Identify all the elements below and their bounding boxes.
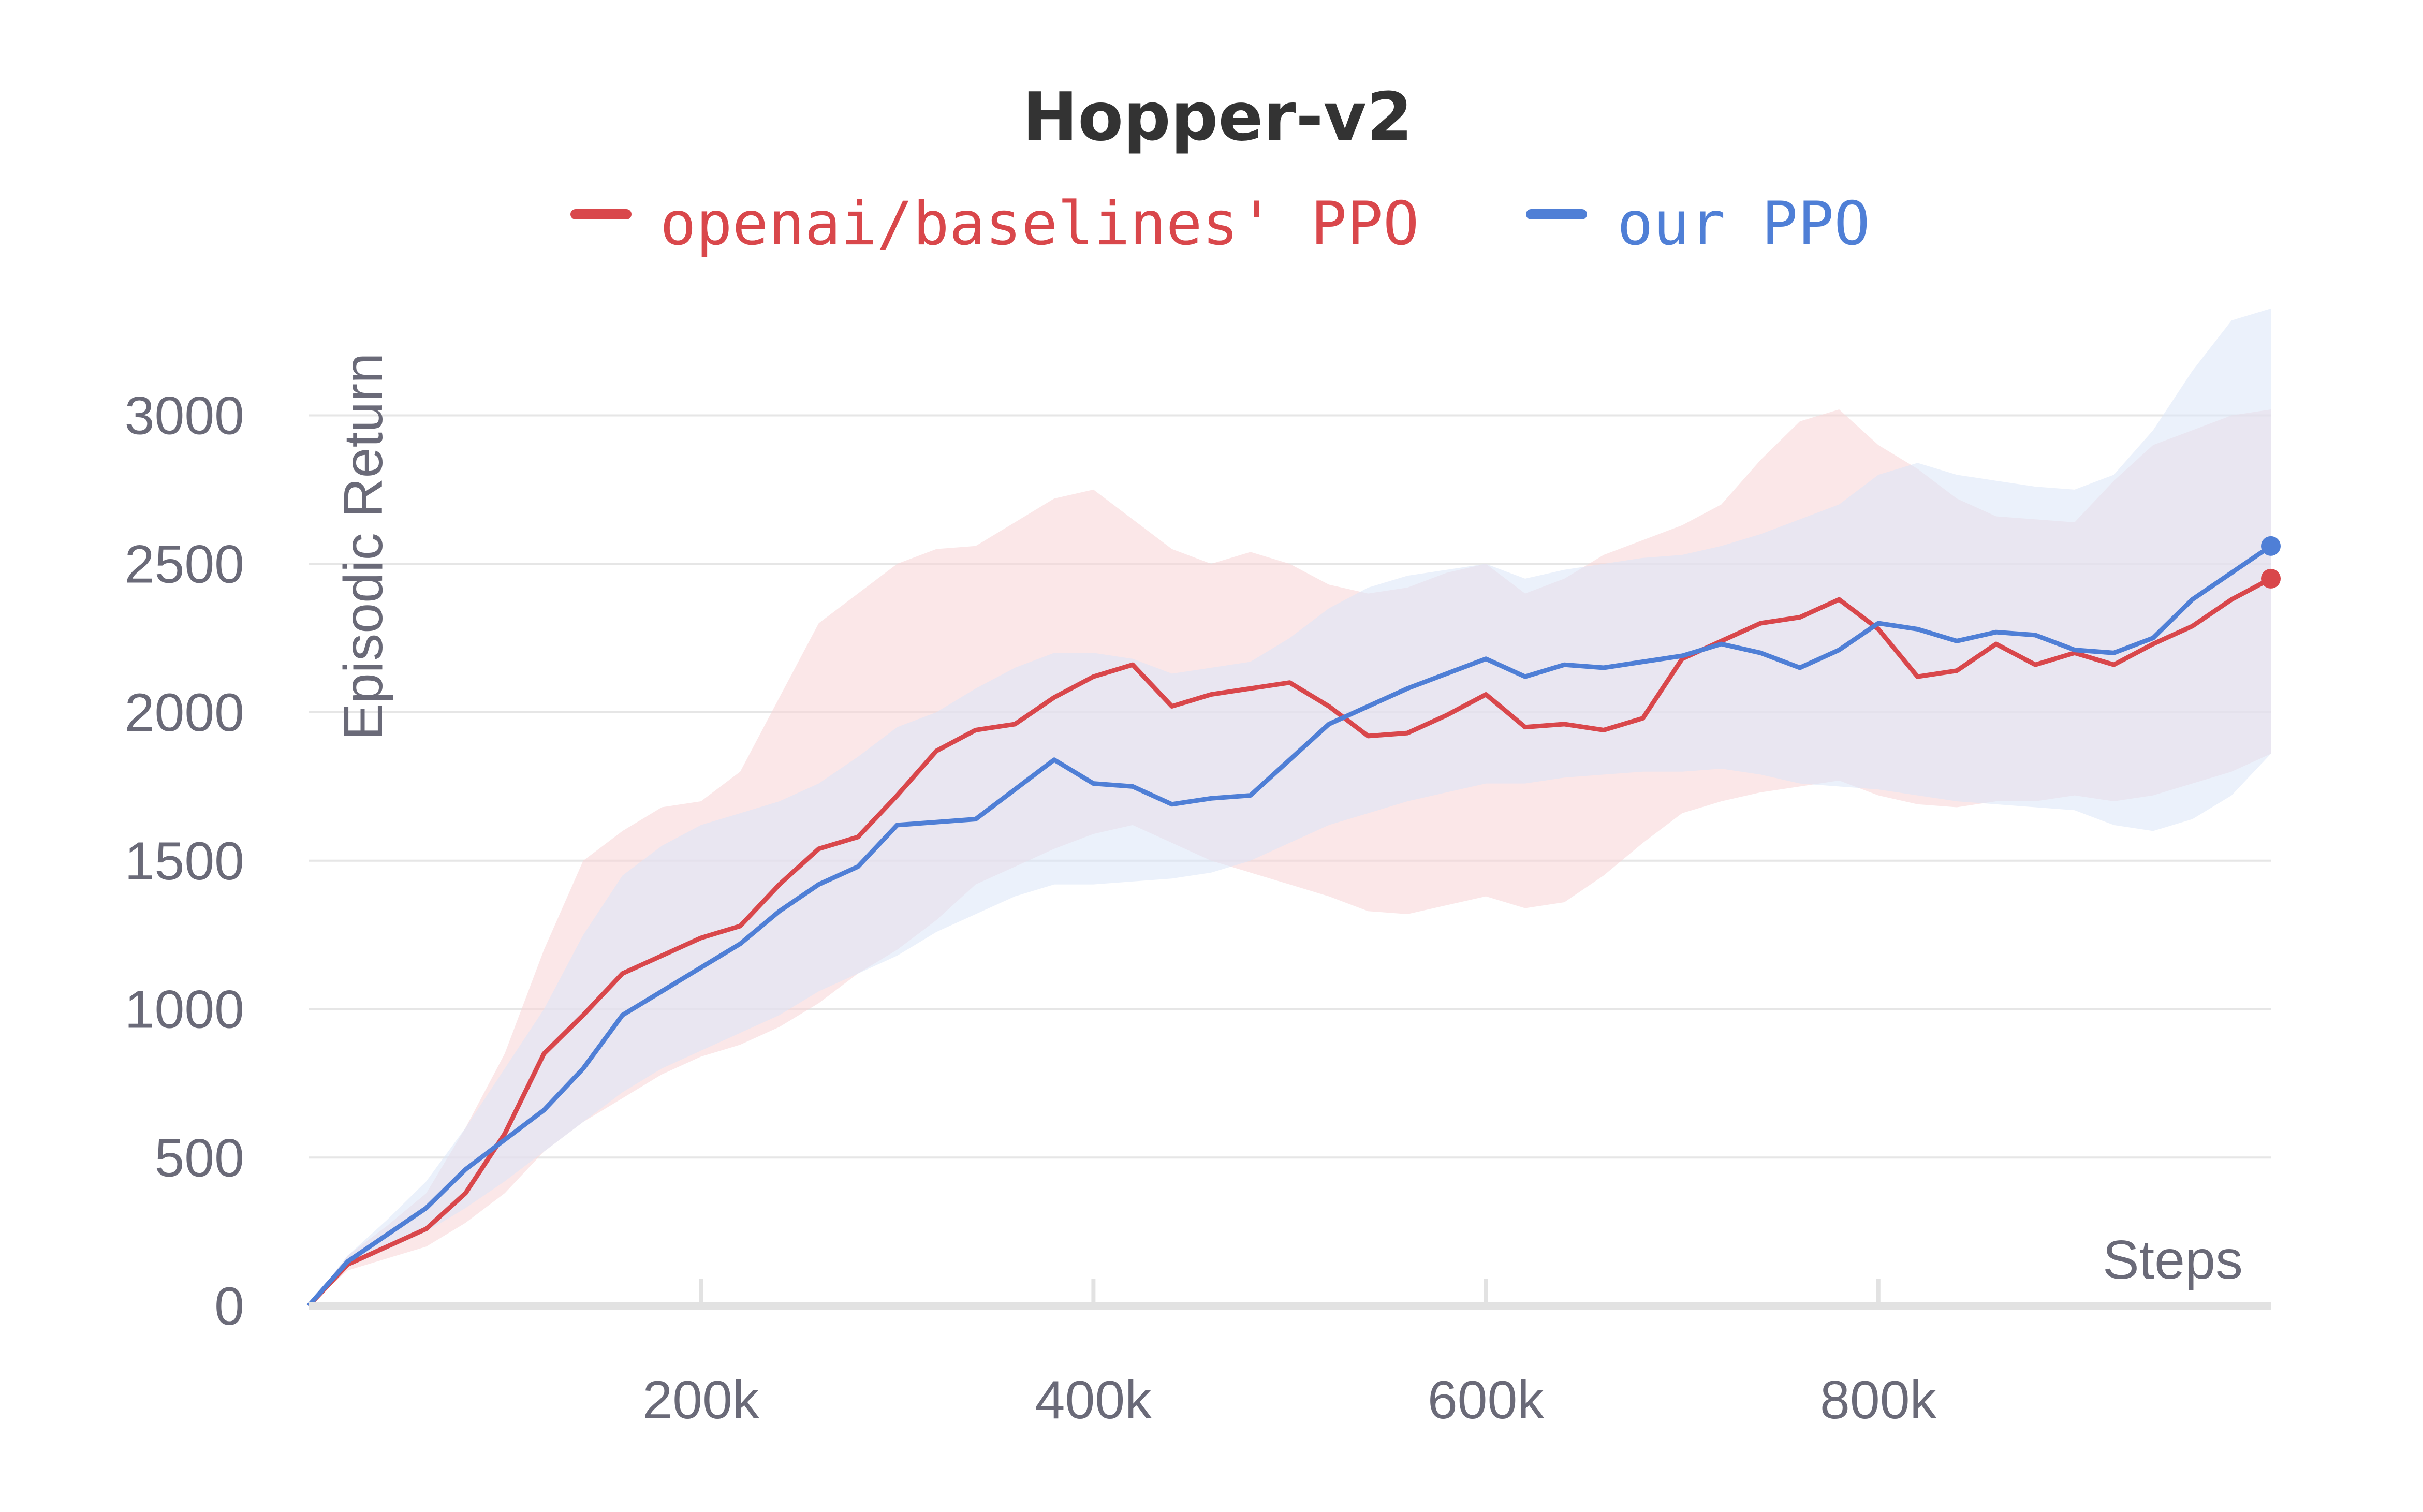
confidence-band-our-ppo <box>309 309 2271 1306</box>
y-tick-label: 1500 <box>125 831 244 891</box>
legend: openai/baselines' PPO our PPO <box>570 189 1870 259</box>
legend-label-our-ppo: our PPO <box>1617 189 1870 259</box>
legend-swatch-our-ppo <box>1526 209 1587 219</box>
legend-item-baselines[interactable]: openai/baselines' PPO <box>570 189 1419 259</box>
y-axis-label: Episodic Return <box>333 353 394 740</box>
y-tick-label: 2000 <box>125 683 244 743</box>
y-tick-label: 2500 <box>125 534 244 594</box>
y-tick-label: 0 <box>214 1276 244 1337</box>
legend-item-our-ppo[interactable]: our PPO <box>1526 189 1870 259</box>
x-tick-label: 400k <box>1035 1370 1153 1430</box>
x-tick-label: 800k <box>1820 1370 1937 1430</box>
legend-label-baselines: openai/baselines' PPO <box>660 189 1419 259</box>
x-axis-label: Steps <box>2103 1229 2243 1290</box>
endpoint-marker-baselines[interactable] <box>2261 568 2281 589</box>
y-tick-label: 500 <box>154 1128 244 1188</box>
x-tick-label: 600k <box>1428 1370 1545 1430</box>
series-endpoints <box>2261 536 2281 589</box>
series-line-baselines <box>306 576 2272 1308</box>
y-tick-label: 1000 <box>125 980 244 1040</box>
y-tick-label: 3000 <box>125 386 244 446</box>
series-line-our-ppo <box>306 544 2272 1308</box>
x-tick-label: 200k <box>642 1370 760 1430</box>
series-lines <box>306 544 2272 1308</box>
chart-title: Hopper-v2 <box>1022 79 1413 156</box>
endpoint-marker-our-ppo[interactable] <box>2261 536 2281 556</box>
legend-swatch-baselines <box>570 209 632 219</box>
x-axis-ticks: 200k 400k 600k 800k <box>642 1279 1937 1430</box>
confidence-bands <box>309 309 2271 1306</box>
y-axis-ticks: 0 500 1000 1500 2000 2500 3000 <box>125 386 244 1337</box>
